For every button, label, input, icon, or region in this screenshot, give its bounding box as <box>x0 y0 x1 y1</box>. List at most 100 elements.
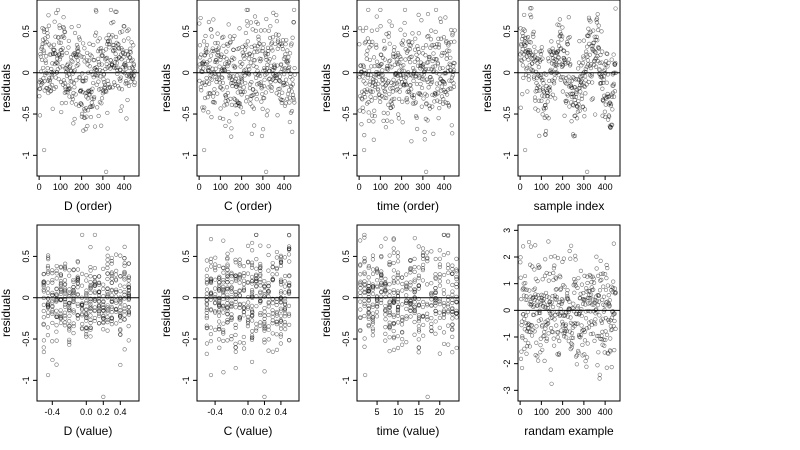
data-point <box>441 35 447 40</box>
data-point <box>262 292 267 297</box>
data-point <box>241 85 246 90</box>
data-point <box>67 305 72 310</box>
data-point <box>365 75 370 80</box>
data-point <box>92 283 97 288</box>
data-point <box>283 55 288 60</box>
data-point <box>249 288 255 293</box>
data-point <box>433 290 438 296</box>
data-point <box>584 49 589 54</box>
data-point <box>368 88 373 93</box>
data-point <box>370 253 376 258</box>
data-point <box>446 308 451 314</box>
data-point <box>373 95 378 101</box>
data-point <box>71 330 76 336</box>
data-point <box>218 57 223 62</box>
data-point <box>362 133 367 138</box>
data-point <box>79 54 84 59</box>
data-point <box>391 268 397 273</box>
data-point <box>265 108 270 113</box>
y-tick-label: -0.5 <box>341 331 351 347</box>
data-point <box>237 302 242 308</box>
data-point <box>268 35 273 41</box>
data-point <box>539 292 544 297</box>
data-point <box>71 323 76 329</box>
data-point <box>383 325 388 330</box>
x-tick-label: 100 <box>53 182 68 192</box>
data-point <box>265 62 270 67</box>
data-point <box>590 331 596 336</box>
data-point <box>550 330 555 335</box>
data-point <box>435 86 440 91</box>
data-point <box>397 60 402 65</box>
data-point <box>384 31 389 37</box>
data-point <box>560 319 565 324</box>
data-point <box>67 75 73 80</box>
data-point <box>529 15 534 20</box>
data-point <box>569 341 574 346</box>
data-point <box>264 113 270 118</box>
data-point <box>387 253 392 258</box>
data-point <box>88 320 93 325</box>
data-point <box>233 349 238 354</box>
data-point <box>547 78 552 83</box>
data-point <box>602 109 608 114</box>
data-point <box>449 75 455 80</box>
data-point <box>227 119 232 124</box>
data-point <box>452 39 457 44</box>
y-tick-label: 0 <box>181 295 191 300</box>
data-point <box>122 24 127 29</box>
data-point <box>576 99 581 104</box>
data-point <box>600 316 605 321</box>
data-point <box>437 283 442 288</box>
data-point <box>126 324 131 329</box>
data-point <box>270 48 275 53</box>
data-point <box>358 238 363 243</box>
data-point <box>109 299 114 305</box>
data-point <box>79 301 85 306</box>
data-point <box>286 244 292 249</box>
data-point <box>283 42 288 47</box>
data-point <box>568 61 573 67</box>
data-point <box>410 101 415 106</box>
data-point <box>568 83 574 88</box>
data-point <box>519 58 524 63</box>
data-point <box>92 232 98 238</box>
data-point <box>100 53 105 58</box>
y-tick-label: -3 <box>502 386 512 394</box>
data-point <box>401 38 406 43</box>
data-point <box>198 85 203 90</box>
data-point <box>530 61 535 66</box>
data-point <box>595 363 600 368</box>
data-point <box>122 296 127 301</box>
data-point <box>586 15 592 20</box>
data-point <box>535 354 540 359</box>
data-point <box>362 336 367 341</box>
data-point <box>278 253 283 258</box>
data-point <box>256 34 261 39</box>
data-point <box>101 320 106 326</box>
data-point <box>447 48 452 54</box>
data-point <box>232 33 237 39</box>
data-point <box>289 41 294 46</box>
data-point <box>362 286 367 291</box>
data-point <box>567 35 572 40</box>
data-point <box>58 287 63 292</box>
data-points <box>37 7 137 174</box>
data-point <box>109 276 114 281</box>
data-point <box>117 86 122 91</box>
data-point <box>420 278 425 283</box>
data-point <box>282 314 287 319</box>
data-point <box>245 39 250 44</box>
data-point <box>291 20 297 25</box>
data-point <box>441 309 447 314</box>
y-tick-label: -1 <box>21 376 31 384</box>
data-point <box>528 6 533 11</box>
data-point <box>420 304 426 310</box>
data-point <box>258 311 263 316</box>
data-point <box>397 89 402 94</box>
data-point <box>526 239 532 245</box>
data-point <box>583 309 588 314</box>
data-point <box>446 41 451 46</box>
data-point <box>262 369 267 374</box>
data-point <box>432 99 437 104</box>
